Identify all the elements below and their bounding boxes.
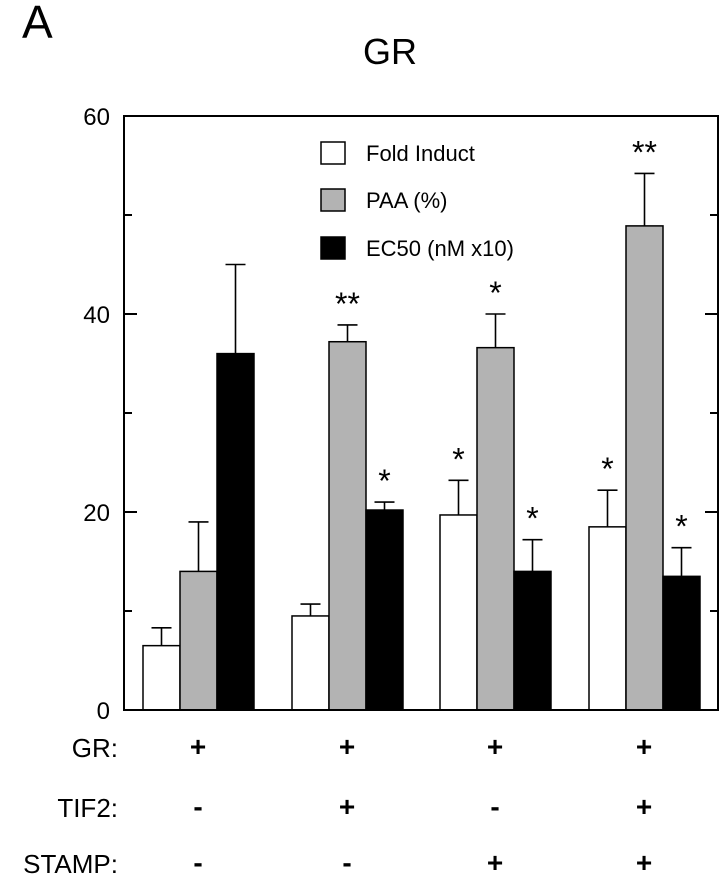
bar (291, 615, 330, 711)
bar (513, 570, 552, 711)
bar-group: *** (291, 286, 404, 711)
significance-mark: * (601, 451, 613, 487)
bar-group: **** (588, 134, 701, 711)
bar (476, 346, 515, 711)
bar-groups: ********** (142, 134, 701, 711)
condition-value: - (342, 847, 351, 878)
condition-value: + (487, 731, 503, 762)
legend-swatch (320, 188, 346, 212)
bar (365, 509, 404, 711)
condition-value: - (490, 791, 499, 822)
significance-mark: * (489, 275, 501, 311)
bar-group (142, 263, 255, 711)
legend-swatch (320, 141, 346, 165)
bar (439, 514, 478, 711)
condition-value: + (487, 847, 503, 878)
y-tick-label: 60 (83, 104, 110, 131)
bar (179, 570, 218, 711)
bar (588, 526, 627, 711)
panel-letter: A (22, 0, 53, 48)
bar (662, 575, 701, 711)
condition-value: + (636, 847, 652, 878)
condition-value: + (190, 731, 206, 762)
condition-label: TIF2: (57, 793, 118, 823)
bar (142, 644, 181, 711)
significance-mark: * (452, 441, 464, 477)
y-tick-label: 40 (83, 302, 110, 329)
condition-label: STAMP: (23, 849, 118, 879)
condition-value: + (636, 731, 652, 762)
y-tick-label: 0 (97, 698, 110, 725)
legend: Fold Induct PAA (%) EC50 (nM x10) (320, 141, 514, 261)
bar (328, 340, 367, 711)
legend-swatch (320, 236, 346, 260)
bar (625, 225, 664, 711)
y-tick-label: 20 (83, 500, 110, 527)
condition-value: + (339, 731, 355, 762)
condition-value: - (193, 791, 202, 822)
condition-label: GR: (72, 733, 118, 763)
plot-frame (123, 115, 719, 711)
legend-label: PAA (%) (366, 188, 448, 213)
significance-mark: * (526, 501, 538, 537)
condition-value: + (636, 791, 652, 822)
significance-mark: * (378, 463, 390, 499)
bar (216, 352, 255, 711)
chart-title: GR (363, 31, 417, 72)
significance-mark: ** (632, 134, 657, 170)
legend-label: Fold Induct (366, 141, 475, 166)
bar-group: * * * (439, 275, 552, 711)
significance-mark: * (675, 509, 687, 545)
legend-label: EC50 (nM x10) (366, 236, 514, 261)
condition-value: - (193, 847, 202, 878)
condition-table: GR: + + + + TIF2: - + - + STAMP: - - + + (23, 731, 652, 879)
condition-value: + (339, 791, 355, 822)
significance-mark: ** (335, 286, 360, 322)
